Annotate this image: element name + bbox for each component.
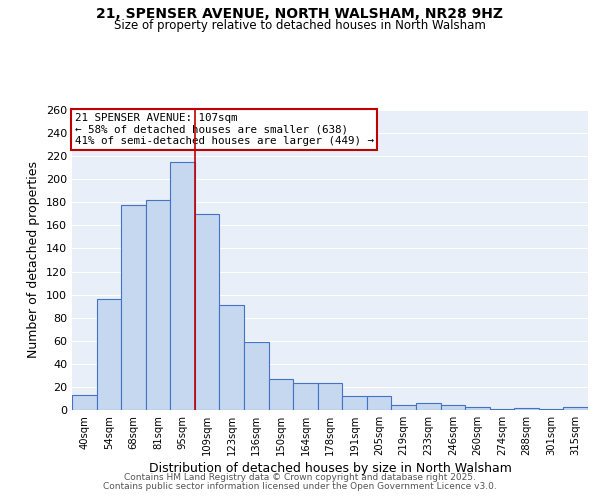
- Bar: [72, 395, 97, 410]
- Y-axis label: Number of detached properties: Number of detached properties: [28, 162, 40, 358]
- Text: 21, SPENSER AVENUE, NORTH WALSHAM, NR28 9HZ: 21, SPENSER AVENUE, NORTH WALSHAM, NR28 …: [97, 8, 503, 22]
- Bar: [391, 406, 416, 410]
- Bar: [514, 408, 539, 410]
- Text: Size of property relative to detached houses in North Walsham: Size of property relative to detached ho…: [114, 18, 486, 32]
- Bar: [170, 162, 195, 410]
- Bar: [490, 409, 514, 410]
- Bar: [293, 384, 318, 410]
- Text: Contains public sector information licensed under the Open Government Licence v3: Contains public sector information licen…: [103, 482, 497, 491]
- Bar: [220, 305, 244, 410]
- Bar: [465, 406, 490, 410]
- Bar: [146, 200, 170, 410]
- Bar: [367, 396, 391, 410]
- Bar: [195, 214, 220, 410]
- Bar: [539, 409, 563, 410]
- Text: Contains HM Land Registry data © Crown copyright and database right 2025.: Contains HM Land Registry data © Crown c…: [124, 474, 476, 482]
- Bar: [440, 406, 465, 410]
- Bar: [563, 406, 588, 410]
- Bar: [97, 299, 121, 410]
- Text: 21 SPENSER AVENUE: 107sqm
← 58% of detached houses are smaller (638)
41% of semi: 21 SPENSER AVENUE: 107sqm ← 58% of detac…: [74, 113, 374, 146]
- Bar: [342, 396, 367, 410]
- Bar: [121, 204, 146, 410]
- Bar: [318, 384, 342, 410]
- Bar: [244, 342, 269, 410]
- Bar: [269, 379, 293, 410]
- X-axis label: Distribution of detached houses by size in North Walsham: Distribution of detached houses by size …: [149, 462, 511, 475]
- Bar: [416, 403, 440, 410]
